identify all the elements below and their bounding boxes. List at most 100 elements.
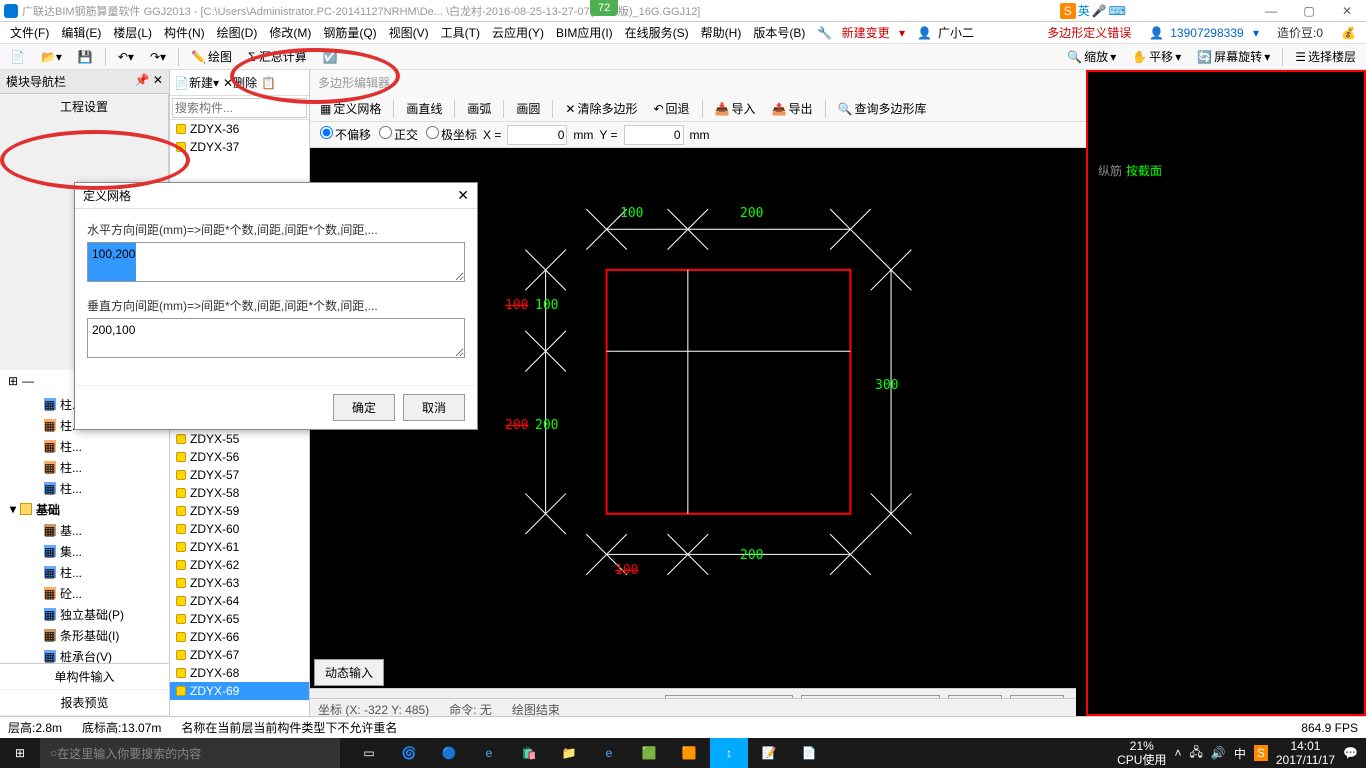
tree-item[interactable]: ▦集... bbox=[2, 541, 167, 562]
comp-item[interactable]: ZDYX-56 bbox=[170, 448, 309, 466]
tb-select-floor[interactable]: ☰选择楼层 bbox=[1289, 46, 1362, 67]
tree-group-foundation[interactable]: ▾ 基础 bbox=[2, 499, 167, 520]
tb-zoom[interactable]: 🔍缩放▾ bbox=[1061, 46, 1122, 67]
comp-item[interactable]: ZDYX-66 bbox=[170, 628, 309, 646]
app-icon-1[interactable]: 🌀 bbox=[390, 738, 428, 768]
menu-modify[interactable]: 修改(M) bbox=[263, 24, 317, 41]
cpu-meter[interactable]: 21%CPU使用 bbox=[1117, 739, 1166, 768]
ime-lang[interactable]: 英 bbox=[1078, 2, 1090, 19]
comp-item[interactable]: ZDYX-60 bbox=[170, 520, 309, 538]
dialog-close-button[interactable]: ✕ bbox=[457, 187, 469, 204]
coord-y-input[interactable] bbox=[624, 125, 684, 145]
dialog-input-v[interactable] bbox=[87, 318, 465, 358]
app-icon-10[interactable]: 📝 bbox=[750, 738, 788, 768]
tree-item[interactable]: ▦柱... bbox=[2, 436, 167, 457]
app-icon-4[interactable]: 🛍️ bbox=[510, 738, 548, 768]
comp-item[interactable]: ZDYX-64 bbox=[170, 592, 309, 610]
poly-circle-button[interactable]: 画圆 bbox=[510, 98, 546, 119]
comp-item[interactable]: ZDYX-69 bbox=[170, 682, 309, 700]
menu-floor[interactable]: 楼层(L) bbox=[107, 24, 158, 41]
tb-draw[interactable]: ✏️绘图 bbox=[185, 46, 238, 67]
app-icon-8[interactable]: 🟧 bbox=[670, 738, 708, 768]
taskview-icon[interactable]: ▭ bbox=[350, 738, 388, 768]
tree-item[interactable]: ▦柱... bbox=[2, 478, 167, 499]
tb-open-icon[interactable]: 📂▾ bbox=[35, 48, 68, 66]
menu-new-change[interactable]: 🔧 新建变更 ▾ bbox=[811, 24, 911, 41]
tb-redo-icon[interactable]: ↷▾ bbox=[144, 48, 172, 66]
menu-version[interactable]: 版本号(B) bbox=[747, 24, 811, 41]
coord-x-input[interactable] bbox=[507, 125, 567, 145]
tb-new-icon[interactable]: 📄 bbox=[4, 48, 31, 66]
comp-item[interactable]: ZDYX-61 bbox=[170, 538, 309, 556]
poly-clear-button[interactable]: ✕清除多边形 bbox=[559, 98, 643, 119]
tb-save-icon[interactable]: 💾 bbox=[72, 48, 99, 66]
poly-import-button[interactable]: 📥导入 bbox=[709, 98, 762, 119]
tray-vol-icon[interactable]: 🔊 bbox=[1211, 746, 1226, 760]
app-icon-5[interactable]: 📁 bbox=[550, 738, 588, 768]
tb-rotate[interactable]: 🔄屏幕旋转▾ bbox=[1191, 46, 1276, 67]
nav-pin-icon[interactable]: 📌 ✕ bbox=[135, 73, 163, 90]
comp-item[interactable]: ZDYX-67 bbox=[170, 646, 309, 664]
dynamic-input-button[interactable]: 动态输入 bbox=[314, 659, 384, 686]
app-icon-6[interactable]: e bbox=[590, 738, 628, 768]
taskbar-clock[interactable]: 14:012017/11/17 bbox=[1276, 739, 1335, 768]
nav-footer-report[interactable]: 报表预览 bbox=[0, 690, 169, 716]
nav-collapse-icon[interactable]: — bbox=[22, 374, 34, 388]
coord-opt2[interactable]: 正交 bbox=[377, 126, 418, 143]
menu-bim[interactable]: BIM应用(I) bbox=[550, 24, 619, 41]
comp-item[interactable]: ZDYX-62 bbox=[170, 556, 309, 574]
menu-help[interactable]: 帮助(H) bbox=[695, 24, 748, 41]
poly-grid-button[interactable]: ▦定义网格 bbox=[314, 98, 387, 119]
tb-check-icon[interactable]: ☑️ bbox=[317, 48, 344, 66]
menu-view[interactable]: 视图(V) bbox=[383, 24, 435, 41]
taskbar-search[interactable]: ○ 在这里输入你要搜索的内容 bbox=[40, 738, 340, 768]
tree-item[interactable]: ▦基... bbox=[2, 520, 167, 541]
close-button[interactable]: ✕ bbox=[1332, 4, 1362, 18]
minimize-button[interactable]: — bbox=[1256, 4, 1286, 18]
poly-arc-button[interactable]: 画弧 bbox=[461, 98, 497, 119]
comp-item[interactable]: ZDYX-58 bbox=[170, 484, 309, 502]
dialog-cancel-button[interactable]: 取消 bbox=[403, 394, 465, 421]
tb-undo-icon[interactable]: ↶▾ bbox=[112, 48, 140, 66]
poly-undo-button[interactable]: ↶回退 bbox=[647, 98, 695, 119]
poly-search-button[interactable]: 🔍查询多边形库 bbox=[832, 98, 933, 119]
ime-s-icon[interactable]: S bbox=[1060, 3, 1076, 19]
coord-opt3[interactable]: 极坐标 bbox=[424, 126, 477, 143]
comp-item[interactable]: ZDYX-37 bbox=[170, 138, 309, 156]
menu-tools[interactable]: 工具(T) bbox=[435, 24, 486, 41]
tree-item[interactable]: ▦砼... bbox=[2, 583, 167, 604]
comp-copy-icon[interactable]: 📋 bbox=[261, 76, 276, 90]
start-button[interactable]: ⊞ bbox=[0, 738, 40, 768]
comp-new-button[interactable]: 📄新建▾ bbox=[174, 74, 219, 91]
dialog-ok-button[interactable]: 确定 bbox=[333, 394, 395, 421]
tray-up-icon[interactable]: ˄ bbox=[1174, 746, 1181, 760]
nav-expand-icon[interactable]: ⊞ bbox=[8, 374, 18, 388]
menu-file[interactable]: 文件(F) bbox=[4, 24, 55, 41]
comp-item[interactable]: ZDYX-63 bbox=[170, 574, 309, 592]
user-badge[interactable]: 👤广小二 bbox=[911, 24, 986, 41]
menu-component[interactable]: 构件(N) bbox=[158, 24, 211, 41]
coord-opt1[interactable]: 不偏移 bbox=[318, 126, 371, 143]
poly-export-button[interactable]: 📤导出 bbox=[766, 98, 819, 119]
tb-sum[interactable]: Σ 汇总计算 bbox=[242, 46, 313, 67]
comp-item[interactable]: ZDYX-36 bbox=[170, 120, 309, 138]
tray-s-icon[interactable]: S bbox=[1254, 745, 1268, 761]
app-icon-9[interactable]: ↕ bbox=[710, 738, 748, 768]
tray-net-icon[interactable]: 🖧 bbox=[1190, 743, 1203, 764]
maximize-button[interactable]: ▢ bbox=[1294, 4, 1324, 18]
tree-item[interactable]: ▦桩承台(V) bbox=[2, 646, 167, 664]
tray-ime[interactable]: 中 bbox=[1234, 745, 1246, 762]
menu-cloud[interactable]: 云应用(Y) bbox=[486, 24, 550, 41]
tb-pan[interactable]: ✋平移▾ bbox=[1126, 46, 1187, 67]
comp-item[interactable]: ZDYX-57 bbox=[170, 466, 309, 484]
app-icon-3[interactable]: e bbox=[470, 738, 508, 768]
menu-online[interactable]: 在线服务(S) bbox=[619, 24, 695, 41]
comp-item[interactable]: ZDYX-65 bbox=[170, 610, 309, 628]
ime-kb-icon[interactable]: ⌨ bbox=[1109, 4, 1126, 18]
menu-rebar[interactable]: 钢筋量(Q) bbox=[317, 24, 382, 41]
nav-footer-single[interactable]: 单构件输入 bbox=[0, 664, 169, 690]
comp-del-button[interactable]: ✕删除 bbox=[223, 74, 257, 91]
comp-item[interactable]: ZDYX-59 bbox=[170, 502, 309, 520]
comp-search-input[interactable] bbox=[172, 98, 307, 118]
tray-notif-icon[interactable]: 💬 bbox=[1343, 746, 1358, 760]
